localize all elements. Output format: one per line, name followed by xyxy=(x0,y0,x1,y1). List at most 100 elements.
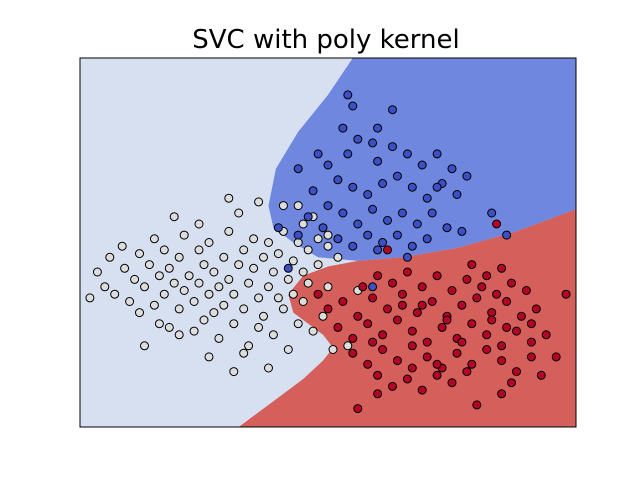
scatter-point-class-0 xyxy=(194,245,204,255)
scatter-point-class-0 xyxy=(214,282,224,292)
scatter-point-class-2 xyxy=(392,315,402,325)
scatter-point-class-2 xyxy=(467,359,477,369)
scatter-point-class-2 xyxy=(432,271,442,281)
scatter-point-class-1 xyxy=(407,241,417,251)
scatter-point-class-2 xyxy=(492,219,502,229)
scatter-point-class-0 xyxy=(85,293,95,303)
scatter-point-class-2 xyxy=(407,341,417,351)
chart-title: SVC with poly kernel xyxy=(192,25,459,55)
scatter-point-class-2 xyxy=(402,374,412,384)
scatter-point-class-0 xyxy=(149,300,159,310)
scatter-point-class-2 xyxy=(368,293,378,303)
scatter-point-class-2 xyxy=(412,308,422,318)
scatter-point-class-0 xyxy=(199,260,209,270)
scatter-point-class-2 xyxy=(447,378,457,388)
scatter-point-class-2 xyxy=(407,363,417,373)
scatter-point-class-1 xyxy=(343,149,353,159)
scatter-point-class-0 xyxy=(264,282,273,292)
scatter-point-class-1 xyxy=(333,175,343,185)
scatter-point-class-1 xyxy=(383,215,392,225)
scatter-point-class-1 xyxy=(308,186,318,196)
scatter-point-class-0 xyxy=(249,263,259,273)
scatter-point-class-2 xyxy=(363,359,373,369)
scatter-point-class-2 xyxy=(482,330,492,340)
scatter-point-class-1 xyxy=(363,230,373,240)
scatter-point-class-0 xyxy=(298,267,308,277)
scatter-point-class-2 xyxy=(402,267,412,277)
scatter-point-class-0 xyxy=(239,304,249,314)
scatter-point-class-1 xyxy=(338,123,348,133)
scatter-point-class-2 xyxy=(388,381,397,391)
scatter-point-class-0 xyxy=(224,226,234,236)
scatter-point-class-1 xyxy=(373,156,383,166)
scatter-point-class-0 xyxy=(288,256,298,266)
scatter-point-class-2 xyxy=(348,348,358,358)
scatter-point-class-0 xyxy=(293,238,303,247)
scatter-point-class-0 xyxy=(204,289,214,299)
scatter-point-class-2 xyxy=(497,356,507,366)
scatter-point-class-1 xyxy=(407,182,417,192)
scatter-point-class-2 xyxy=(536,370,546,380)
scatter-point-class-1 xyxy=(348,182,358,192)
scatter-point-class-0 xyxy=(117,241,127,251)
scatter-point-class-0 xyxy=(259,252,268,262)
scatter-point-class-0 xyxy=(179,286,189,295)
scatter-point-class-2 xyxy=(497,341,507,351)
scatter-point-class-0 xyxy=(264,363,273,373)
scatter-point-class-0 xyxy=(323,241,333,251)
scatter-point-class-0 xyxy=(244,278,254,288)
scatter-point-class-1 xyxy=(422,193,432,203)
scatter-point-class-2 xyxy=(497,263,507,273)
scatter-point-class-2 xyxy=(452,348,462,358)
scatter-point-class-2 xyxy=(487,315,497,325)
scatter-point-class-0 xyxy=(239,348,249,358)
scatter-point-class-1 xyxy=(283,263,293,273)
scatter-point-class-2 xyxy=(432,359,442,369)
scatter-point-class-0 xyxy=(323,282,333,292)
scatter-point-class-0 xyxy=(100,282,110,292)
scatter-point-class-1 xyxy=(388,142,397,152)
scatter-point-class-2 xyxy=(397,300,407,310)
scatter-point-class-2 xyxy=(462,367,472,377)
scatter-point-class-1 xyxy=(368,204,378,214)
scatter-point-class-0 xyxy=(229,289,239,299)
scatter-point-class-2 xyxy=(353,404,363,414)
scatter-point-class-2 xyxy=(422,352,432,362)
scatter-point-class-0 xyxy=(333,252,343,262)
scatter-point-class-0 xyxy=(229,319,239,329)
scatter-point-class-0 xyxy=(254,293,264,303)
scatter-point-class-1 xyxy=(373,245,383,255)
scatter-point-class-0 xyxy=(174,252,184,262)
scatter-point-class-1 xyxy=(502,230,512,240)
scatter-point-class-0 xyxy=(219,252,229,262)
scatter-point-class-0 xyxy=(298,219,308,229)
scatter-point-class-0 xyxy=(303,278,313,288)
scatter-point-class-1 xyxy=(293,230,303,240)
scatter-point-class-0 xyxy=(224,274,234,284)
scatter-point-class-0 xyxy=(125,297,135,306)
scatter-point-class-2 xyxy=(512,367,521,377)
scatter-point-class-0 xyxy=(194,219,204,229)
scatter-point-class-2 xyxy=(472,293,482,303)
scatter-point-class-0 xyxy=(174,330,184,340)
scatter-point-class-2 xyxy=(417,385,427,395)
scatter-point-class-1 xyxy=(427,208,437,218)
scatter-point-class-0 xyxy=(164,322,174,332)
scatter-point-class-1 xyxy=(402,149,412,159)
scatter-point-class-2 xyxy=(383,304,392,314)
scatter-point-class-2 xyxy=(338,297,348,306)
scatter-point-class-1 xyxy=(402,252,412,262)
scatter-point-class-0 xyxy=(273,293,283,303)
plot-frame xyxy=(79,57,577,428)
scatter-point-class-2 xyxy=(507,278,516,288)
scatter-point-class-0 xyxy=(298,297,308,306)
scatter-point-class-0 xyxy=(239,245,249,255)
scatter-point-class-2 xyxy=(516,311,526,321)
scatter-point-class-0 xyxy=(293,319,303,329)
scatter-point-class-1 xyxy=(313,149,323,159)
scatter-point-class-2 xyxy=(482,345,492,354)
scatter-point-class-1 xyxy=(457,226,467,236)
scatter-point-class-0 xyxy=(278,201,288,211)
scatter-point-class-0 xyxy=(179,230,189,240)
scatter-point-class-0 xyxy=(229,367,239,377)
